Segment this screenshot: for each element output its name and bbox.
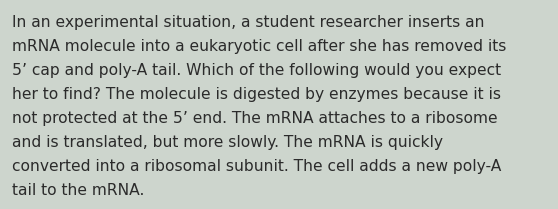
Text: In an experimental situation, a student researcher inserts an: In an experimental situation, a student …	[12, 15, 485, 30]
Text: converted into a ribosomal subunit. The cell adds a new poly-A: converted into a ribosomal subunit. The …	[12, 159, 502, 174]
Text: 5’ cap and poly-A tail. Which of the following would you expect: 5’ cap and poly-A tail. Which of the fol…	[12, 63, 502, 78]
Text: not protected at the 5’ end. The mRNA attaches to a ribosome: not protected at the 5’ end. The mRNA at…	[12, 111, 498, 126]
Text: and is translated, but more slowly. The mRNA is quickly: and is translated, but more slowly. The …	[12, 135, 443, 150]
Text: tail to the mRNA.: tail to the mRNA.	[12, 183, 145, 198]
Text: her to find? The molecule is digested by enzymes because it is: her to find? The molecule is digested by…	[12, 87, 501, 102]
Text: mRNA molecule into a eukaryotic cell after she has removed its: mRNA molecule into a eukaryotic cell aft…	[12, 39, 507, 54]
